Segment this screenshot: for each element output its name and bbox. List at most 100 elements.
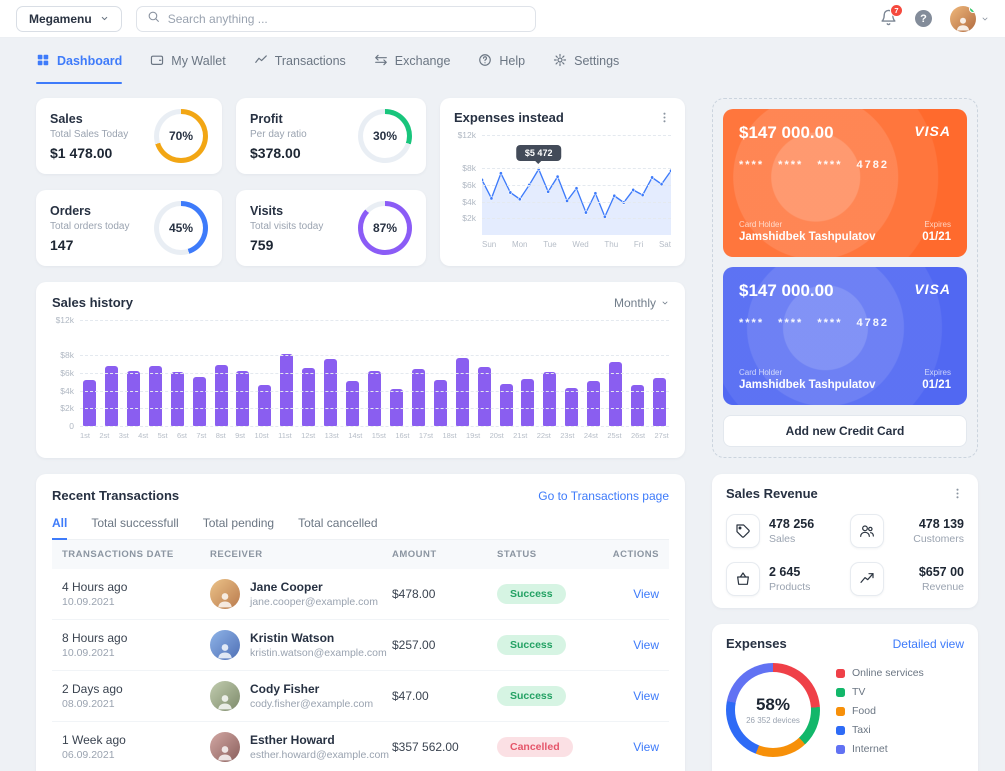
kebab-menu-button[interactable] [951, 487, 964, 500]
tab-total-pending[interactable]: Total pending [203, 516, 274, 539]
kebab-menu-button[interactable] [658, 111, 671, 124]
revenue-label: Revenue [921, 581, 964, 593]
user-menu-button[interactable] [950, 5, 989, 32]
legend-label: TV [852, 686, 866, 698]
col-status: Status [497, 549, 537, 560]
content: Sales Total Sales Today $1 478.00 70% Pr… [0, 84, 1005, 771]
revenue-label: Products [769, 581, 811, 593]
progress-ring: 70% [154, 109, 208, 163]
bar [455, 357, 469, 426]
tab-dashboard[interactable]: Dashboard [36, 38, 123, 84]
data-point [489, 196, 494, 201]
receiver-email: kristin.watson@example.com [250, 647, 387, 659]
card-holder-name: Jamshidbek Tashpulatov [739, 379, 876, 391]
table-header: Transactions Date Receiver Amount Status… [52, 540, 669, 569]
legend-swatch [836, 668, 845, 678]
status-badge: Success [497, 686, 566, 706]
revenue-item-customers: 478 139 Customers [850, 514, 964, 548]
ring-percent: 70% [168, 129, 194, 143]
detailed-view-link[interactable]: Detailed view [892, 636, 964, 651]
card-expires-label: Expires [924, 220, 951, 229]
table-row: 4 Hours ago 10.09.2021 Jane Cooper jane.co… [52, 569, 669, 620]
tab-help[interactable]: Help [478, 38, 525, 84]
avatar [210, 681, 240, 711]
recent-transactions: Recent Transactions Go to Transactions p… [36, 474, 685, 771]
gridline [80, 408, 669, 410]
progress-ring: 30% [358, 109, 412, 163]
card-title: Recent Transactions [52, 488, 180, 503]
view-link[interactable]: View [633, 689, 659, 703]
notifications-button[interactable]: 7 [880, 3, 903, 29]
tab-my-wallet[interactable]: My Wallet [150, 38, 226, 84]
help-circle-icon [478, 53, 492, 70]
tab-settings[interactable]: Settings [553, 38, 619, 84]
tx-time: 4 Hours ago [62, 580, 128, 594]
help-button[interactable]: ? [915, 10, 932, 27]
data-point [584, 210, 588, 215]
data-point [612, 193, 617, 198]
receiver-name: Jane Cooper [250, 580, 323, 594]
stat-title: Visits [250, 203, 284, 218]
bell-icon [880, 9, 897, 29]
x-tick-label: 14st [348, 431, 363, 440]
card-expires-label: Expires [924, 368, 951, 377]
data-point [669, 168, 671, 173]
bar [214, 365, 228, 426]
card-holder-label: Card Holder [739, 368, 783, 377]
gridline [482, 185, 671, 186]
x-tick-label: 1st [80, 431, 91, 440]
tab-transactions[interactable]: Transactions [254, 38, 346, 84]
x-axis: 1st 2st 3st 4st 5st 6st 7st 8st 9st 10st 11st 12st 1… [80, 431, 669, 440]
view-link[interactable]: View [633, 638, 659, 652]
bar [631, 385, 645, 426]
tx-amount: $257.00 [392, 638, 436, 652]
customers-icon [850, 514, 884, 548]
receiver-email: jane.cooper@example.com [250, 596, 378, 608]
tab-total-successfull[interactable]: Total successfull [91, 516, 178, 539]
go-to-transactions-link[interactable]: Go to Transactions page [538, 488, 669, 503]
legend-label: Online services [852, 667, 924, 679]
topbar: Megamenu 7 ? [0, 0, 1005, 38]
revenue-value: 478 256 [769, 517, 815, 531]
wallet-icon [150, 53, 164, 70]
tx-time: 1 Week ago [62, 733, 126, 747]
gridline [482, 218, 671, 220]
gridline [482, 168, 671, 170]
megamenu-button[interactable]: Megamenu [16, 5, 122, 32]
data-point [482, 177, 484, 183]
status-badge: Success [497, 584, 566, 604]
x-tick-label: 13st [324, 431, 339, 440]
add-credit-card-button[interactable]: Add new Credit Card [723, 415, 967, 447]
period-select[interactable]: Monthly [614, 296, 669, 310]
card-number: **** **** **** 4782 [739, 317, 890, 329]
card-holder-label: Card Holder [739, 220, 783, 229]
donut-devices: 26 352 devices [746, 716, 800, 725]
x-tick-label: Tue [543, 240, 557, 249]
main-column: Sales Total Sales Today $1 478.00 70% Pr… [36, 98, 685, 771]
tab-label: Settings [574, 54, 620, 68]
sales-history-chart: Sales history Monthly $12k $8k $6k $4k $2k 0 … [36, 282, 685, 458]
tab-total-cancelled[interactable]: Total cancelled [298, 516, 377, 539]
stat-value: 147 [50, 236, 74, 253]
stat-card-orders: Orders Total orders today 147 45% [36, 190, 222, 266]
x-tick-label: 23st [560, 431, 575, 440]
data-point [631, 187, 636, 193]
x-tick-label: 21st [513, 431, 528, 440]
gridline [80, 373, 669, 374]
donut-center: 58% 26 352 devices [746, 695, 800, 725]
line-chart-plot: $5 472 [482, 135, 671, 235]
tab-all[interactable]: All [52, 516, 68, 540]
wallet-panel: $147 000.00 VISA **** **** **** 4782 Car… [712, 98, 978, 458]
col-receiver: Receiver [210, 549, 263, 560]
tab-label: Dashboard [57, 54, 123, 68]
tx-date: 08.09.2021 [62, 698, 115, 710]
chevron-down-icon [661, 296, 669, 310]
view-link[interactable]: View [633, 587, 659, 601]
data-point [574, 186, 579, 191]
revenue-label: Customers [913, 533, 964, 545]
tab-exchange[interactable]: Exchange [374, 38, 450, 84]
search-input[interactable] [167, 11, 525, 26]
bar [104, 365, 118, 426]
bar [565, 388, 579, 426]
view-link[interactable]: View [633, 740, 659, 754]
